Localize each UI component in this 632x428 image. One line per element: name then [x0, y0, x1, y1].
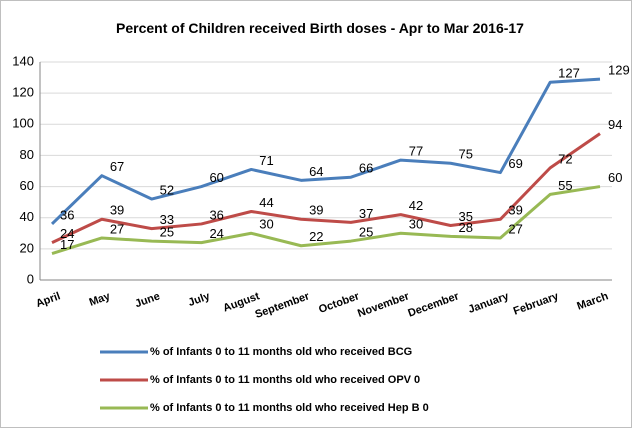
data-label: 28 — [459, 220, 473, 235]
data-label: 36 — [209, 207, 223, 222]
legend-label: % of Infants 0 to 11 months old who rece… — [150, 374, 420, 386]
data-label: 127 — [558, 66, 580, 81]
data-label: 42 — [409, 198, 423, 213]
data-label: 64 — [309, 164, 323, 179]
data-label: 39 — [110, 203, 124, 218]
data-label: 35 — [459, 209, 473, 224]
chart-title: Percent of Children received Birth doses… — [116, 20, 524, 36]
data-label: 30 — [409, 217, 423, 232]
legend-label: % of Infants 0 to 11 months old who rece… — [150, 346, 412, 358]
data-label: 69 — [508, 156, 522, 171]
legend-label: % of Infants 0 to 11 months old who rece… — [150, 402, 429, 414]
data-label: 77 — [409, 144, 423, 159]
y-tick-label: 60 — [20, 178, 34, 193]
data-label: 36 — [60, 207, 74, 222]
series-line — [51, 132, 601, 244]
data-label: 94 — [608, 117, 622, 132]
data-label: 39 — [508, 203, 522, 218]
data-label: 30 — [259, 217, 273, 232]
y-tick-label: 100 — [12, 116, 34, 131]
y-tick-label: 20 — [20, 240, 34, 255]
data-label: 71 — [259, 153, 273, 168]
data-label: 129 — [608, 63, 630, 78]
data-label: 60 — [209, 170, 223, 185]
data-label: 27 — [110, 221, 124, 236]
series-line — [51, 185, 601, 255]
data-label: 39 — [309, 203, 323, 218]
y-tick-label: 140 — [12, 53, 34, 68]
series-line — [50, 77, 601, 226]
data-label: 24 — [60, 226, 74, 241]
data-label: 60 — [608, 170, 622, 185]
data-label: 75 — [459, 147, 473, 162]
data-label: 37 — [359, 206, 373, 221]
data-label: 25 — [359, 225, 373, 240]
data-label: 52 — [160, 182, 174, 197]
data-label: 22 — [309, 229, 323, 244]
y-tick-label: 80 — [20, 147, 34, 162]
data-label: 72 — [558, 151, 572, 166]
data-label: 25 — [160, 225, 174, 240]
data-label: 17 — [60, 237, 74, 252]
y-tick-label: 120 — [12, 85, 34, 100]
data-label: 67 — [110, 159, 124, 174]
data-label: 55 — [558, 178, 572, 193]
y-tick-label: 0 — [27, 271, 34, 286]
data-label: 33 — [160, 212, 174, 227]
data-label: 27 — [508, 221, 522, 236]
data-label: 66 — [359, 161, 373, 176]
data-label: 44 — [259, 195, 273, 210]
y-tick-label: 40 — [20, 209, 34, 224]
data-label: 24 — [209, 226, 223, 241]
